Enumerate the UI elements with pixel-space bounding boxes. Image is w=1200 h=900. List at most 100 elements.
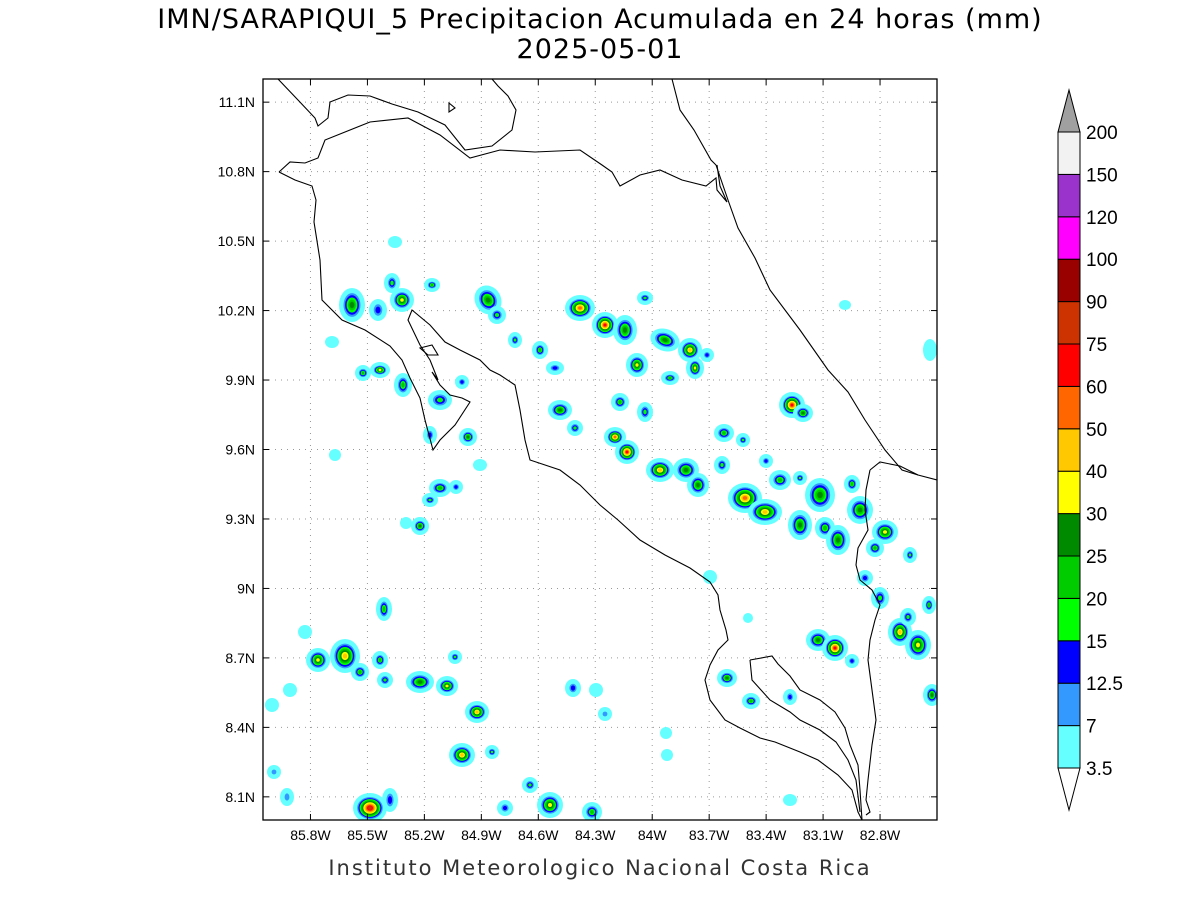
rain-contour-level [722,431,726,435]
legend-label: 50 [1086,420,1107,441]
rain-cell [508,332,522,348]
rain-contour-level [823,525,827,531]
rain-contour-level [916,642,920,648]
lon-tick-label: 85.5W [347,827,388,843]
rain-contour-level [873,546,877,550]
rain-cell [400,517,412,529]
lon-tick-label: 84.3W [575,827,616,843]
rain-cell [686,357,704,379]
legend-label: 40 [1086,462,1107,483]
rain-contour-level [437,486,443,490]
axis-ticks: 85.8W 85.5W 85.2W 84.9W 84.6W 84.3W 84W 83.7W 83… [218,79,937,843]
rain-cell [871,587,889,609]
rain-cell [339,288,365,322]
rain-contour-level [589,683,603,697]
rain-contour-level [613,435,617,439]
rain-cell [567,420,583,436]
rain-contour-level [437,397,443,403]
legend-swatch [1057,640,1081,684]
rain-contour-level [445,684,449,688]
rain-contour-level [788,694,792,700]
rain-contour-level [662,338,668,342]
rain-contour-level [573,426,577,430]
rain-cell [717,669,737,687]
lat-tick-label: 10.8N [218,164,255,180]
rain-contour-level [513,338,517,342]
rain-contour-level [693,366,697,370]
rain-cell [330,639,360,673]
panama-border-north [869,461,919,476]
rain-cell [369,299,387,321]
rain-contour-level [797,522,803,528]
rain-cell [565,679,581,697]
rain-cell [923,339,937,361]
rain-contour-level [528,783,532,787]
rain-contour-level [850,659,854,663]
rain-cell [736,433,750,447]
rain-cell [637,291,653,305]
rain-contour-level [454,485,458,489]
rain-cell [822,635,848,661]
rain-cell [485,745,499,759]
legend-swatch [1057,555,1081,599]
rain-cell [449,743,475,767]
rain-cell [769,470,791,490]
rain-cell [905,630,931,660]
rain-contour-level [578,306,582,310]
rain-cell [283,683,297,697]
rain-contour-level [460,380,464,384]
rain-cell [703,570,717,584]
rain-contour-level [570,685,576,691]
rain-cell [598,707,612,721]
rain-contour-level [590,810,594,814]
legend-swatch [1057,258,1081,303]
legend-label: 30 [1086,505,1107,526]
legend-label: 7 [1086,717,1097,738]
rain-cell [759,454,773,468]
rain-contour-level [923,339,937,361]
lat-tick-label: 8.7N [225,650,255,666]
nicaragua-coastline [277,79,517,151]
rain-contour-level [783,794,797,806]
lat-tick-label: 9.9N [225,372,255,388]
rain-cell [351,663,369,681]
rain-cell [903,547,917,563]
rain-cell [406,671,434,693]
precipitation-legend: 3.5 7 12.5 15 20 25 30 40 50 60 75 90 100 120 150 200 [1057,88,1123,812]
legend-swatch [1057,216,1081,260]
rain-contour-level [453,655,457,659]
rain-contour-level [661,749,673,761]
rain-contour-level [400,298,404,302]
rain-cell [532,341,548,359]
rain-cell [687,473,709,497]
lat-tick-label: 8.4N [225,719,255,735]
rain-contour-level [688,348,692,352]
rain-cell [589,683,603,697]
rain-contour-level [660,727,672,739]
rain-cell [537,792,563,818]
rain-contour-level [466,435,470,439]
footer-credit: Instituto Meteorologico Nacional Costa R… [328,856,872,880]
legend-upper-cap [1057,88,1081,133]
rain-contour-level [387,796,393,804]
lat-tick-label: 9.3N [225,511,255,527]
rain-contour-level [368,806,372,810]
rain-contour-level [401,382,405,388]
rain-contour-level [383,678,387,682]
legend-swatch [1057,470,1081,515]
rain-cell [582,802,602,820]
legend-swatch [1057,428,1081,472]
rain-contour-level [428,498,432,502]
rain-cell [637,402,653,422]
caribbean-coastline [671,79,937,481]
rain-cell [377,672,393,688]
rain-cell [839,300,851,310]
rain-contour-level [485,297,491,303]
map-date: 2025-05-01 [516,34,684,65]
rain-contour-level [490,750,494,754]
rain-contour-level [388,236,402,248]
lon-tick-label: 84.9W [461,827,502,843]
rain-contour-level [618,400,622,404]
legend-swatch [1057,682,1081,727]
rain-cell [783,689,797,705]
